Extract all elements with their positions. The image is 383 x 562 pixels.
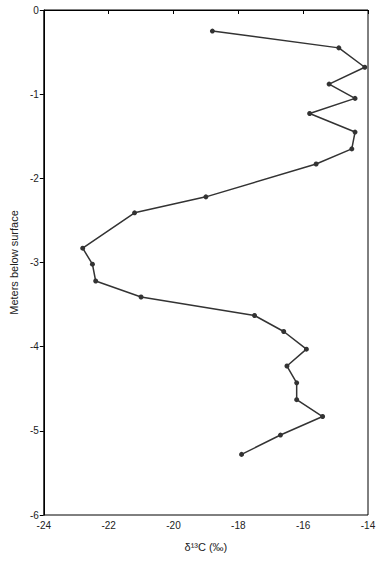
svg-text:0: 0	[33, 5, 39, 16]
svg-text:-2: -2	[30, 173, 39, 184]
svg-text:-14: -14	[361, 520, 376, 531]
svg-text:-3: -3	[30, 257, 39, 268]
svg-text:-20: -20	[166, 520, 181, 531]
svg-text:-6: -6	[29, 509, 39, 521]
svg-text:δ¹³C (‰): δ¹³C (‰)	[185, 541, 228, 553]
svg-text:Meters below surface: Meters below surface	[8, 210, 20, 315]
svg-text:-22: -22	[101, 520, 116, 531]
svg-text:-4: -4	[30, 341, 39, 352]
svg-text:-24: -24	[37, 520, 52, 531]
svg-text:-18: -18	[231, 520, 246, 531]
svg-text:-16: -16	[296, 520, 311, 531]
svg-text:-1: -1	[30, 89, 39, 100]
svg-text:-5: -5	[30, 425, 39, 436]
